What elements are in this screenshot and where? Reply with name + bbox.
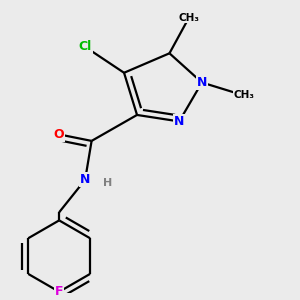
Text: F: F: [55, 285, 63, 298]
Text: N: N: [174, 115, 184, 128]
Text: H: H: [103, 178, 112, 188]
Text: CH₃: CH₃: [178, 13, 200, 22]
Text: CH₃: CH₃: [234, 91, 255, 100]
Text: N: N: [80, 173, 90, 186]
Text: O: O: [54, 128, 64, 141]
Text: N: N: [197, 76, 207, 89]
Text: Cl: Cl: [79, 40, 92, 53]
